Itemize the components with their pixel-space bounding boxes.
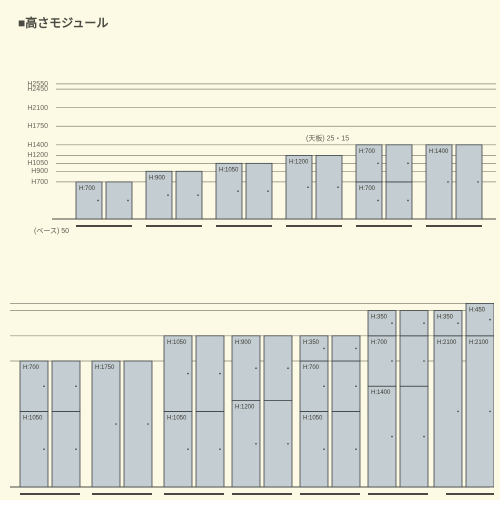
svg-text:H:1400: H:1400: [371, 390, 391, 396]
module-panel-2: H:1050 H:700 H:1750 H:1050 H:1050 H:1200 H:900…: [6, 257, 494, 507]
svg-text:(天板) 25・15: (天板) 25・15: [306, 133, 349, 142]
svg-text:H:900: H:900: [235, 340, 252, 346]
svg-text:H:350: H:350: [371, 315, 388, 321]
svg-text:H:1400: H:1400: [429, 149, 449, 155]
svg-text:H:700: H:700: [79, 186, 96, 192]
y-label: H1400: [27, 142, 48, 149]
page: ■高さモジュール H2550H2450H2100H1750H1400H1200H…: [0, 0, 500, 500]
svg-text:H:1200: H:1200: [235, 405, 255, 411]
svg-text:H:1050: H:1050: [167, 415, 187, 421]
svg-text:H:1200: H:1200: [289, 159, 309, 165]
svg-text:H:700: H:700: [359, 186, 376, 192]
svg-text:H:700: H:700: [23, 365, 40, 371]
svg-text:H:2100: H:2100: [437, 340, 457, 346]
svg-text:H:700: H:700: [371, 340, 388, 346]
svg-text:H:1050: H:1050: [23, 415, 43, 421]
y-label: H700: [31, 179, 48, 186]
svg-text:H:1750: H:1750: [95, 365, 115, 371]
page-title: ■高さモジュール: [18, 14, 494, 31]
svg-text:H:900: H:900: [149, 175, 166, 181]
y-label: H900: [31, 168, 48, 175]
svg-text:H:700: H:700: [303, 365, 320, 371]
svg-text:H:450: H:450: [469, 307, 486, 313]
y-label: H2100: [27, 105, 48, 112]
svg-text:H:1050: H:1050: [167, 340, 187, 346]
module-chart-1: (天板) 25・15 H:700 H:900 H:1050 H:1200 H:700 H:7…: [6, 37, 500, 237]
y-label: H2450: [27, 86, 48, 93]
svg-text:H:350: H:350: [437, 315, 454, 321]
module-chart-2: H:1050 H:700 H:1750 H:1050 H:1050 H:1200 H:900…: [6, 257, 494, 507]
svg-text:H:1050: H:1050: [219, 167, 239, 173]
svg-text:H:2100: H:2100: [469, 340, 489, 346]
svg-text:H:700: H:700: [359, 149, 376, 155]
y-axis-labels-1: H2550H2450H2100H1750H1400H1200H1050H900H…: [8, 37, 48, 247]
svg-text:H:350: H:350: [303, 340, 320, 346]
y-label: H1050: [27, 160, 48, 167]
y-label: H1200: [27, 152, 48, 159]
y-label: H1750: [27, 123, 48, 130]
module-panel-1: H2550H2450H2100H1750H1400H1200H1050H900H…: [6, 37, 494, 247]
svg-text:H:1050: H:1050: [303, 415, 323, 421]
